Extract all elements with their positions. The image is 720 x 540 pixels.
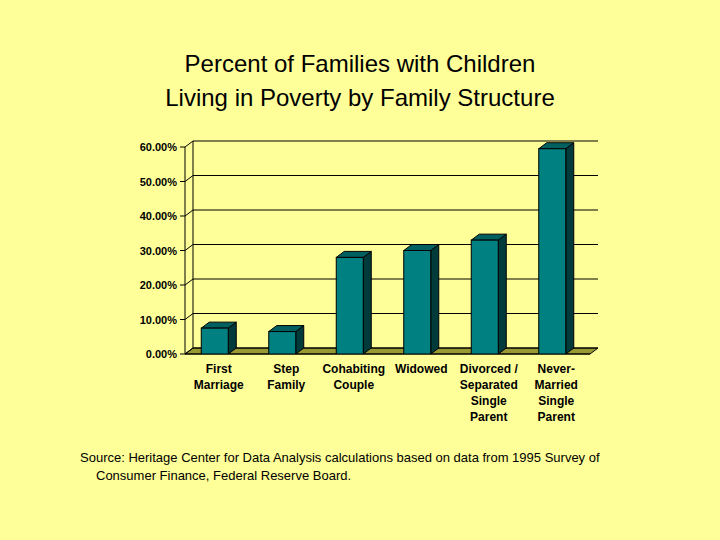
tick-label: 0.00% — [146, 348, 177, 360]
grid-line — [185, 245, 598, 251]
category-label: Never- Married Single Parent — [535, 362, 578, 424]
title-line: Percent of Families with Children — [185, 50, 536, 77]
bar-side — [431, 245, 439, 355]
bar-top — [404, 245, 439, 251]
tick — [180, 354, 185, 355]
grid-line — [185, 279, 598, 285]
bar — [201, 322, 236, 354]
tick — [180, 285, 185, 286]
bar — [404, 245, 439, 355]
category-line: Family — [267, 378, 305, 392]
tick-label: 40.00% — [140, 210, 178, 222]
category-line: Single — [538, 394, 574, 408]
title: Percent of Families with Children Living … — [165, 50, 554, 111]
tick-label: 50.00% — [140, 176, 178, 188]
bar-front — [336, 257, 363, 354]
grid-line — [185, 210, 598, 216]
category-line: Separated — [460, 378, 518, 392]
tick — [180, 250, 185, 251]
bar-top — [539, 143, 574, 149]
background — [0, 0, 720, 540]
bar-side — [566, 143, 574, 354]
category-line: First — [206, 362, 232, 376]
bar-front — [404, 251, 431, 355]
category-label: Cohabiting Couple — [322, 362, 385, 392]
category-line: Single — [471, 394, 507, 408]
tick — [180, 216, 185, 217]
bar-top — [201, 322, 236, 328]
bar-front — [201, 328, 228, 354]
category-line: Parent — [470, 410, 507, 424]
tick-label: 20.00% — [140, 279, 178, 291]
category-line: Parent — [538, 410, 575, 424]
source-line: Source: Heritage Center for Data Analysi… — [80, 450, 600, 465]
category-label: Widowed — [395, 362, 448, 376]
tick-label: 30.00% — [140, 245, 178, 257]
grid-line — [185, 176, 598, 182]
title-line: Living in Poverty by Family Structure — [165, 84, 554, 111]
category-line: Divorced / — [460, 362, 519, 376]
bar — [269, 326, 304, 354]
grid-line — [185, 348, 598, 354]
bar-top — [269, 326, 304, 332]
floor — [185, 348, 598, 354]
category-line: Couple — [333, 378, 374, 392]
grid-line — [185, 141, 598, 147]
bar-front — [471, 240, 498, 354]
category-label: Divorced / Separated Single Parent — [460, 362, 519, 424]
bar — [471, 234, 506, 354]
tick-label: 10.00% — [140, 314, 178, 326]
chart: Percent of Families with Children Living … — [0, 0, 720, 540]
bars — [201, 143, 574, 354]
category-label: First Marriage — [194, 362, 244, 392]
bar — [539, 143, 574, 354]
category-label: Step Family — [267, 362, 305, 392]
bar — [336, 251, 371, 354]
bar-top — [471, 234, 506, 240]
bar-front — [269, 332, 296, 354]
source-line: Consumer Finance, Federal Reserve Board. — [96, 468, 351, 483]
tick — [180, 147, 185, 148]
category-line: Widowed — [395, 362, 448, 376]
x-axis — [185, 354, 590, 355]
category-line: Marriage — [194, 378, 244, 392]
bar-front — [539, 149, 566, 354]
tick-label: 60.00% — [140, 141, 178, 153]
bar-side — [498, 234, 506, 354]
category-line: Never- — [538, 362, 575, 376]
bar-top — [336, 251, 371, 257]
source: Source: Heritage Center for Data Analysi… — [80, 450, 600, 483]
bar-side — [363, 251, 371, 354]
tick — [180, 181, 185, 182]
grid-line — [185, 314, 598, 320]
category-line: Cohabiting — [322, 362, 385, 376]
tick — [180, 319, 185, 320]
category-line: Step — [273, 362, 299, 376]
category-line: Married — [535, 378, 578, 392]
